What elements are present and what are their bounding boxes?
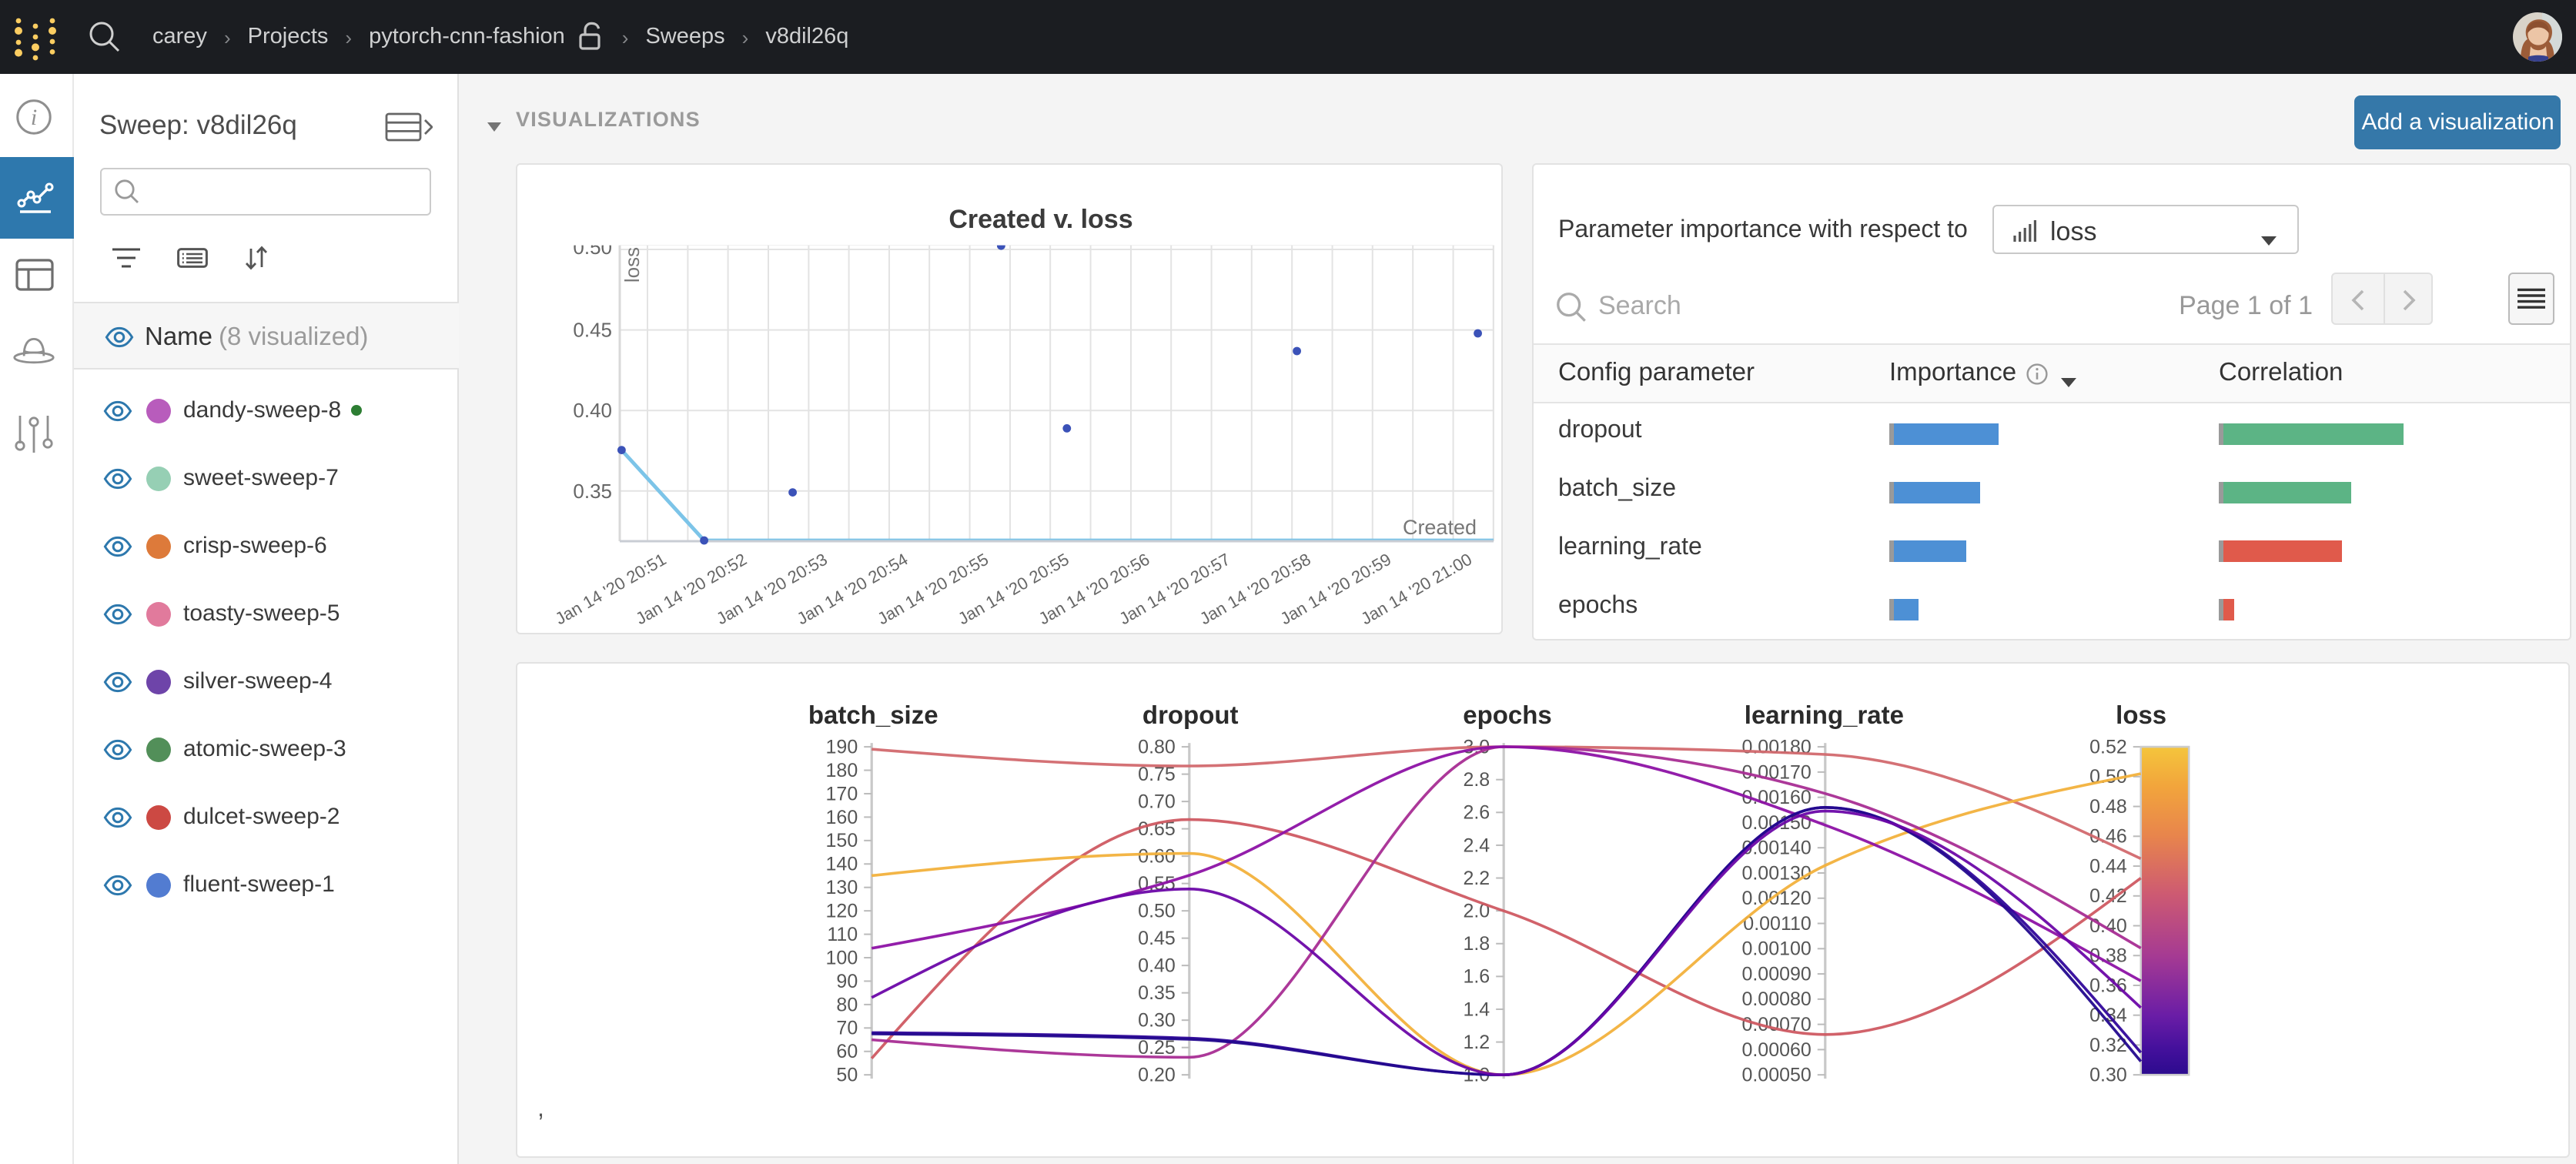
svg-text:1.6: 1.6 [1463, 966, 1490, 988]
svg-text:0.30: 0.30 [1138, 1010, 1176, 1032]
svg-text:1.2: 1.2 [1463, 1032, 1490, 1054]
svg-text:160: 160 [825, 807, 858, 828]
svg-text:90: 90 [836, 971, 858, 992]
svg-text:0.00050: 0.00050 [1741, 1065, 1811, 1086]
svg-text:50: 50 [836, 1065, 858, 1086]
svg-text:120: 120 [825, 901, 858, 922]
svg-text:0.35: 0.35 [1138, 983, 1176, 1005]
svg-text:180: 180 [825, 761, 858, 782]
svg-text:0.60: 0.60 [1138, 846, 1176, 868]
svg-text:loss: loss [2116, 701, 2166, 730]
svg-text:60: 60 [836, 1042, 858, 1063]
svg-text:batch_size: batch_size [808, 701, 938, 730]
svg-text:100: 100 [825, 948, 858, 969]
svg-text:0.70: 0.70 [1138, 791, 1176, 813]
svg-text:Created v. loss: Created v. loss [948, 204, 1132, 233]
svg-text:0.35: 0.35 [573, 479, 612, 502]
svg-text:110: 110 [827, 925, 858, 946]
svg-text:0.40: 0.40 [2089, 916, 2127, 938]
svg-text:learning_rate: learning_rate [1745, 701, 1904, 730]
svg-text:130: 130 [825, 878, 858, 899]
svg-text:0.50: 0.50 [573, 235, 612, 258]
svg-text:0.40: 0.40 [1138, 955, 1176, 977]
svg-text:70: 70 [836, 1018, 858, 1039]
svg-text:1.8: 1.8 [1463, 934, 1490, 955]
svg-text:i: i [31, 105, 37, 130]
svg-text:190: 190 [825, 737, 858, 758]
svg-text:0.25: 0.25 [1138, 1038, 1176, 1059]
svg-text:0.00130: 0.00130 [1741, 863, 1811, 885]
svg-text:0.50: 0.50 [1138, 901, 1176, 922]
svg-text:0.00110: 0.00110 [1743, 914, 1811, 935]
svg-text:0.52: 0.52 [2089, 737, 2127, 758]
svg-text:2.6: 2.6 [1463, 802, 1490, 824]
svg-text:0.80: 0.80 [1138, 737, 1176, 758]
svg-text:0.00100: 0.00100 [1741, 938, 1811, 960]
svg-text:0.00140: 0.00140 [1741, 838, 1811, 859]
svg-text:0.75: 0.75 [1138, 764, 1176, 786]
svg-text:loss: loss [621, 246, 644, 282]
svg-text:140: 140 [825, 854, 858, 875]
svg-text:150: 150 [825, 831, 858, 852]
svg-text:dropout: dropout [1142, 701, 1239, 730]
svg-text:0.44: 0.44 [2089, 856, 2127, 878]
svg-text:0.00120: 0.00120 [1741, 888, 1811, 910]
svg-text:0.00080: 0.00080 [1741, 989, 1811, 1011]
svg-text:0.00060: 0.00060 [1741, 1039, 1811, 1061]
svg-text:0.48: 0.48 [2089, 797, 2127, 818]
svg-text:0.30: 0.30 [2089, 1065, 2127, 1086]
svg-text:2.4: 2.4 [1463, 835, 1490, 857]
svg-text:2.2: 2.2 [1463, 868, 1490, 890]
svg-text:Created: Created [1403, 515, 1477, 538]
svg-text:2.8: 2.8 [1463, 770, 1490, 791]
svg-text:0.00090: 0.00090 [1741, 964, 1811, 985]
svg-text:0.45: 0.45 [1138, 928, 1176, 950]
svg-text:0.00160: 0.00160 [1741, 788, 1811, 809]
svg-text:epochs: epochs [1463, 701, 1551, 730]
svg-text:170: 170 [825, 784, 858, 805]
svg-text:0.20: 0.20 [1138, 1065, 1176, 1086]
svg-text:0.40: 0.40 [573, 398, 612, 421]
svg-text:80: 80 [836, 995, 858, 1016]
svg-text:0.45: 0.45 [573, 318, 612, 341]
svg-text:1.4: 1.4 [1463, 999, 1490, 1021]
svg-text:,: , [537, 1095, 544, 1122]
